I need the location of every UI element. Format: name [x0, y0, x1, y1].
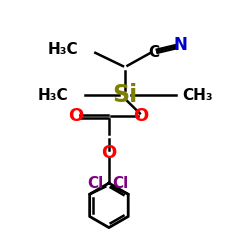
Text: H₃C: H₃C: [48, 42, 78, 57]
Text: O: O: [134, 107, 149, 125]
Text: Si: Si: [112, 83, 138, 107]
Text: Cl: Cl: [112, 176, 128, 190]
Text: Cl: Cl: [87, 176, 104, 190]
Text: CH₃: CH₃: [182, 88, 212, 103]
Text: O: O: [68, 107, 83, 125]
Text: H₃C: H₃C: [38, 88, 68, 103]
Text: O: O: [101, 144, 116, 162]
Text: N: N: [174, 36, 188, 54]
Text: C: C: [148, 44, 159, 60]
